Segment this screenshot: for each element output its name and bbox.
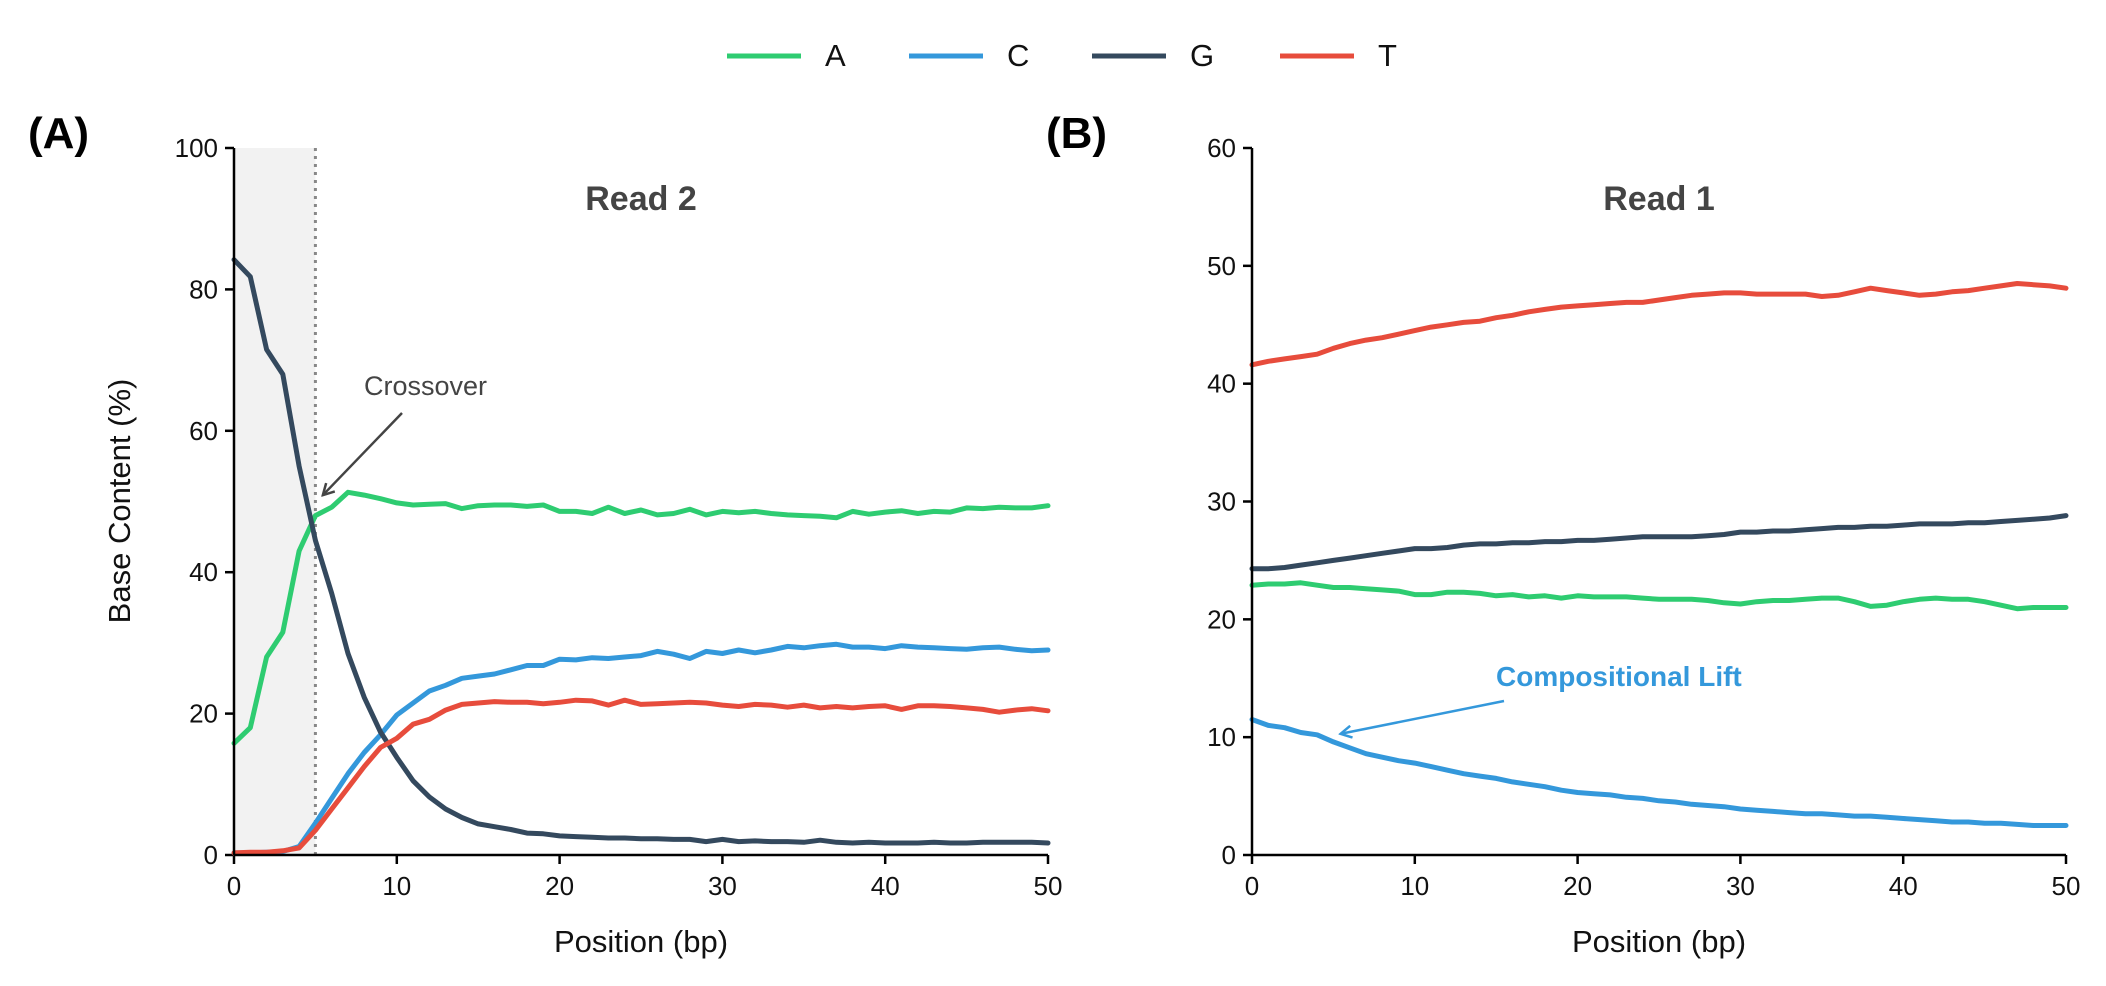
crossover-arrow xyxy=(324,412,403,494)
legend-item-g: G xyxy=(1092,38,1214,73)
legend-label-t: T xyxy=(1378,38,1397,73)
chart-title-a: Read 2 xyxy=(585,180,697,218)
axis-ticks-a: 0 10 20 30 40 50 0 20 40 60 80 100 xyxy=(175,133,1063,901)
series-line-a-t xyxy=(231,697,1051,856)
x-tick-label-b: 20 xyxy=(1563,871,1592,901)
series-group-b xyxy=(1249,281,2069,828)
y-tick-label-a: 80 xyxy=(189,274,218,304)
compositional-lift-arrow xyxy=(1342,699,1505,734)
series-line-b-c xyxy=(1249,717,2069,828)
y-tick-label-b: 60 xyxy=(1207,133,1236,163)
y-tick-label-a: 20 xyxy=(189,699,218,729)
y-tick-label-b: 10 xyxy=(1207,722,1236,752)
x-tick-label-a: 30 xyxy=(708,871,737,901)
x-tick-label-b: 50 xyxy=(2052,871,2081,901)
y-tick-label-b: 50 xyxy=(1207,251,1236,281)
series-line-a-a xyxy=(231,489,1051,746)
panel-a: (A) 0 10 20 30 40 50 0 20 40 60 80 100 Read 2 Posit… xyxy=(28,109,1062,959)
x-tick-label-a: 0 xyxy=(227,871,241,901)
y-axis-title-a: Base Content (%) xyxy=(102,379,137,624)
x-tick-label-b: 10 xyxy=(1400,871,1429,901)
y-tick-label-a: 0 xyxy=(204,840,218,870)
y-tick-label-b: 20 xyxy=(1207,604,1236,634)
series-group-a xyxy=(231,257,1051,856)
series-line-b-g xyxy=(1249,513,2069,572)
y-tick-label-b: 40 xyxy=(1207,369,1236,399)
y-tick-label-a: 60 xyxy=(189,416,218,446)
legend-item-a: A xyxy=(727,38,846,73)
x-axis-title-a: Position (bp) xyxy=(554,924,728,959)
chart-title-b: Read 1 xyxy=(1603,180,1715,218)
legend-item-t: T xyxy=(1280,38,1397,73)
x-tick-label-b: 40 xyxy=(1889,871,1918,901)
legend-label-a: A xyxy=(825,38,846,73)
y-tick-label-a: 40 xyxy=(189,557,218,587)
series-line-a-c xyxy=(231,641,1051,856)
y-tick-label-b: 0 xyxy=(1222,840,1236,870)
legend: A C G T xyxy=(727,38,1397,73)
x-tick-label-a: 40 xyxy=(871,871,900,901)
panel-label-b: (B) xyxy=(1046,109,1107,158)
x-tick-label-a: 10 xyxy=(382,871,411,901)
adapter-shaded-region xyxy=(234,148,316,855)
series-line-a-g xyxy=(231,257,1051,846)
compositional-lift-annotation: Compositional Lift xyxy=(1496,661,1742,692)
axis-ticks-b: 0 10 20 30 40 50 0 10 20 30 40 50 60 xyxy=(1207,133,2080,901)
panel-label-a: (A) xyxy=(28,109,89,158)
x-tick-label-b: 30 xyxy=(1726,871,1755,901)
legend-label-c: C xyxy=(1007,38,1029,73)
crossover-annotation: Crossover xyxy=(364,371,487,401)
x-tick-label-a: 20 xyxy=(545,871,574,901)
series-line-b-t xyxy=(1249,281,2069,368)
legend-item-c: C xyxy=(909,38,1029,73)
y-tick-label-b: 30 xyxy=(1207,487,1236,517)
x-tick-label-a: 50 xyxy=(1034,871,1063,901)
y-tick-label-a: 100 xyxy=(175,133,218,163)
panel-b: (B) 0 10 20 30 40 50 0 10 20 30 40 50 60 Read 1 Posi… xyxy=(1046,109,2080,959)
x-tick-label-b: 0 xyxy=(1245,871,1259,901)
series-line-b-a xyxy=(1249,580,2069,612)
legend-label-g: G xyxy=(1190,38,1214,73)
x-axis-title-b: Position (bp) xyxy=(1572,924,1746,959)
